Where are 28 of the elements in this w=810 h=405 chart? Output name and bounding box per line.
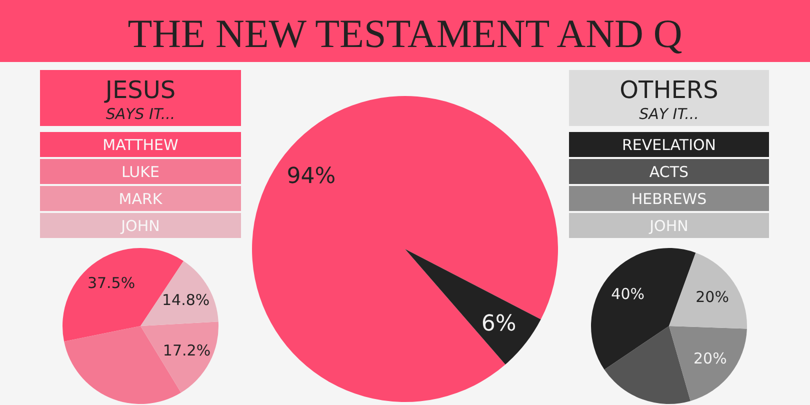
- legend-label: HEBREWS: [631, 190, 707, 208]
- data-label: 37.5%: [87, 274, 136, 292]
- chart-subtitle: SAY IT...: [639, 105, 699, 123]
- pie-slice: [252, 96, 558, 402]
- pie-slice: [591, 248, 696, 370]
- legend-label: LUKE: [122, 163, 160, 181]
- data-label: 14.8%: [162, 291, 210, 310]
- chart-title: JESUS: [103, 76, 176, 104]
- pie-slice: [405, 249, 541, 364]
- legend-label: JOHN: [120, 217, 160, 235]
- chart-title: OTHERS: [620, 76, 718, 104]
- legend-label: MARK: [118, 190, 164, 208]
- chart-title: THE NEW TESTAMENT AND Q: [128, 11, 682, 56]
- data-label: 20%: [694, 349, 727, 368]
- data-label: 20%: [696, 288, 729, 306]
- pie-slice: [140, 322, 218, 393]
- data-label: 94%: [286, 164, 336, 189]
- pie-slice: [604, 326, 690, 404]
- pie-slice: [669, 252, 747, 329]
- pie-slice: [140, 260, 218, 326]
- legend-label: MATTHEW: [102, 136, 179, 154]
- legend-label: ACTS: [649, 163, 689, 181]
- data-label: 6%: [481, 312, 516, 336]
- data-label: 40%: [611, 285, 644, 304]
- chart-subtitle: SAYS IT...: [106, 105, 176, 123]
- data-label: 17.2%: [162, 342, 211, 360]
- pie-slice: [669, 326, 747, 401]
- legend-label: REVELATION: [622, 136, 716, 154]
